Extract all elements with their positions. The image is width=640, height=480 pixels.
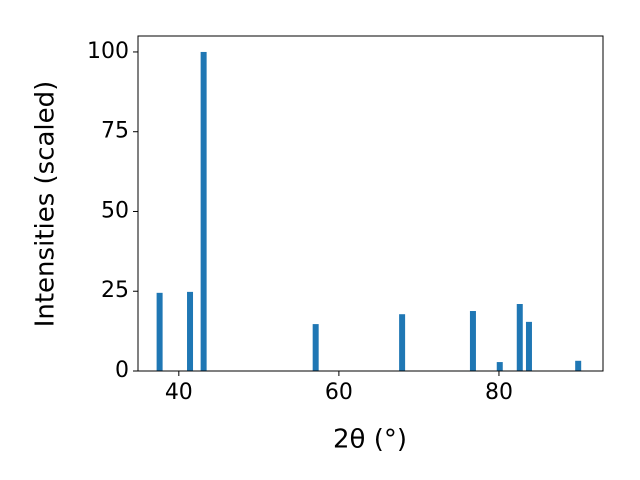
y-tick-label: 0 <box>115 358 129 383</box>
bar <box>399 314 406 371</box>
plot-frame <box>137 35 604 372</box>
bar <box>496 362 503 371</box>
bar <box>156 292 163 371</box>
y-tick-label: 75 <box>101 119 129 144</box>
bar <box>469 311 476 371</box>
bar <box>200 51 207 371</box>
x-tick-label: 80 <box>485 380 513 405</box>
y-tick-label: 25 <box>101 278 129 303</box>
y-axis-label: Intensities (scaled) <box>31 81 61 328</box>
bar <box>312 324 319 371</box>
y-tick-label: 50 <box>101 198 129 223</box>
bar <box>525 321 532 371</box>
x-axis-label: 2θ (°) <box>333 425 407 455</box>
x-tick-label: 60 <box>325 380 353 405</box>
bar <box>516 304 523 371</box>
bar <box>187 291 194 371</box>
bar <box>575 360 582 371</box>
x-tick-label: 40 <box>165 380 193 405</box>
y-tick-label: 100 <box>87 39 129 64</box>
